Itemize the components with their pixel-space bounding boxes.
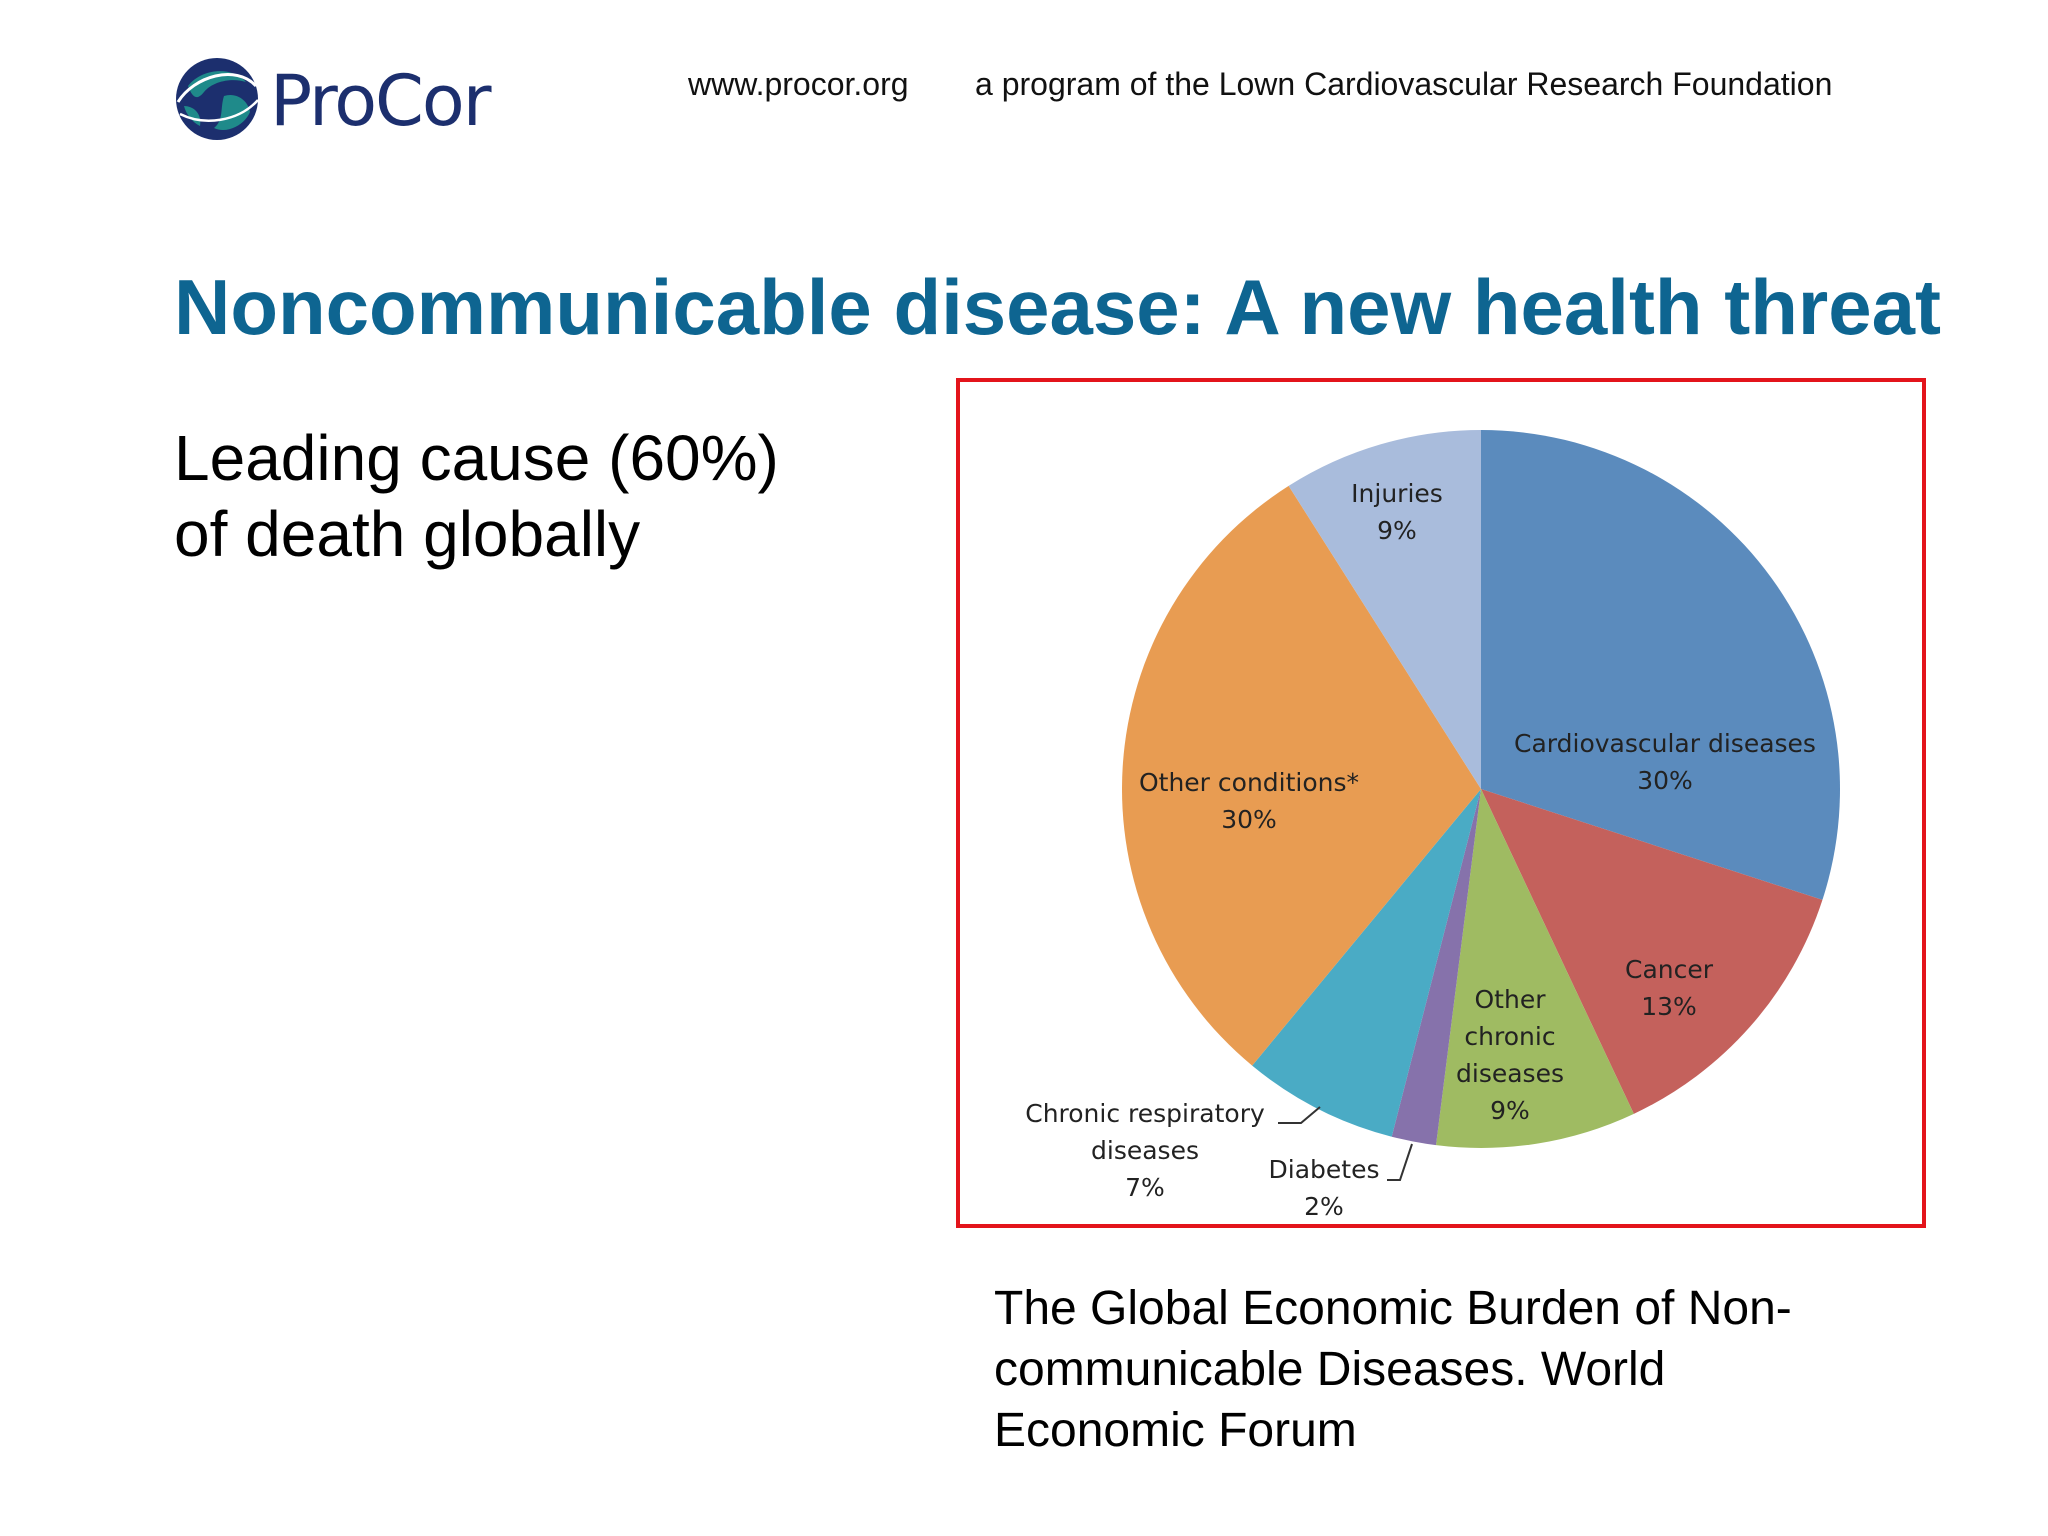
pie-slice-injuries	[1288, 430, 1481, 789]
leader-line-respiratory	[1278, 1106, 1321, 1124]
slice-label-2: Other chronic diseases 9%	[1456, 985, 1564, 1125]
slice-label-4: Chronic respiratory diseases 7%	[1025, 1099, 1265, 1202]
chart-frame: Cardiovascular diseases 30% Cancer 13% Other…	[956, 378, 1926, 1228]
pie-slice-diabetes	[1391, 789, 1481, 1146]
pie-slice-cancer	[1481, 789, 1823, 1114]
slice-label-5: Other conditions* 30%	[1139, 768, 1359, 834]
pie-chart: Cardiovascular diseases 30% Cancer 13% Other…	[1025, 430, 1840, 1221]
leader-line-diabetes	[1387, 1143, 1413, 1181]
lead-statement: Leading cause (60%) of death globally	[174, 420, 874, 572]
slice-label-0: Cardiovascular diseases 30%	[1514, 729, 1816, 795]
lead-line-2: of death globally	[174, 498, 641, 570]
procor-logo: ProCor	[174, 56, 514, 146]
caption-line-3: Economic Forum	[994, 1404, 1357, 1457]
caption-line-1: The Global Economic Burden of Non-	[994, 1282, 1792, 1335]
pie-slice-other-conditions	[1122, 485, 1481, 1066]
source-caption: The Global Economic Burden of Non- commu…	[994, 1278, 1894, 1461]
globe-icon	[176, 58, 259, 140]
slice-label-1: Cancer 13%	[1625, 955, 1714, 1021]
caption-line-2: communicable Diseases. World	[994, 1343, 1666, 1396]
pie-slice-other-chronic-diseases	[1436, 789, 1634, 1148]
pie-slice-chronic-respiratory-diseases	[1252, 789, 1481, 1137]
website-url[interactable]: www.procor.org	[688, 66, 909, 102]
lead-line-1: Leading cause (60%)	[174, 422, 779, 494]
program-tagline: a program of the Lown Cardiovascular Res…	[975, 66, 1833, 102]
logo-wordmark: ProCor	[270, 60, 492, 142]
slide-title: Noncommunicable disease: A new health th…	[174, 263, 1941, 351]
slice-label-6: Injuries 9%	[1351, 479, 1443, 545]
pie-slice-cardiovascular-diseases	[1481, 430, 1840, 900]
slice-label-3: Diabetes 2%	[1269, 1155, 1380, 1221]
